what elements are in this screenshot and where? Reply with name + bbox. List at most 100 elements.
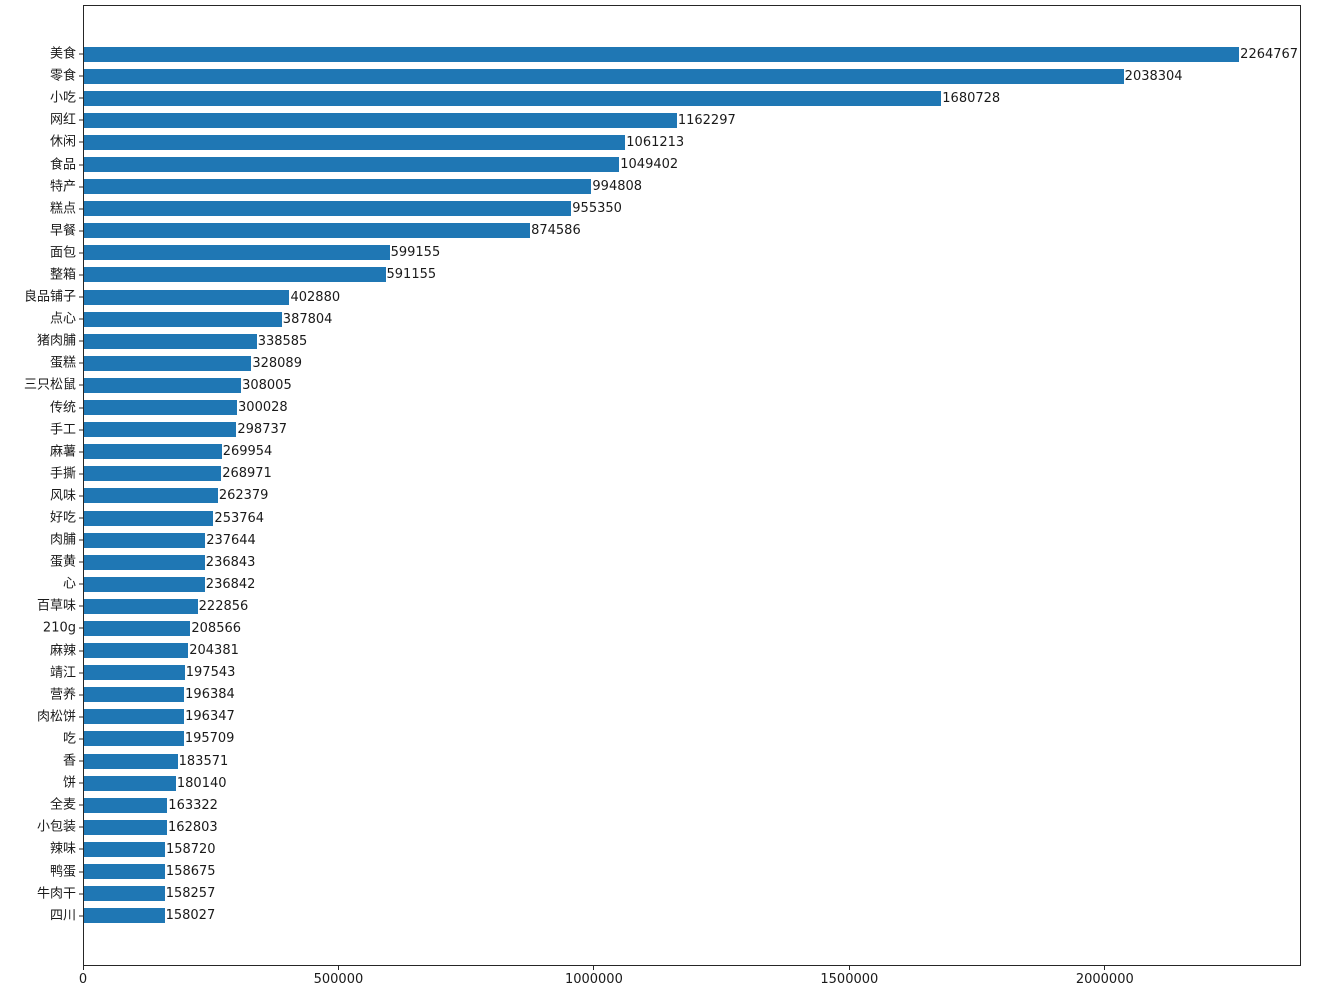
category-label: 点心 <box>49 311 76 327</box>
bar-row: 营养 196384 <box>50 684 1300 706</box>
bar-row: 手撕 268971 <box>50 463 1300 485</box>
y-tick-mark <box>79 826 83 828</box>
bar-row: 靖江 197543 <box>50 662 1300 684</box>
category-label: 靖江 <box>49 665 76 681</box>
value-label: 158720 <box>165 841 216 857</box>
x-tick-label: 1000000 <box>564 972 623 987</box>
category-label: 牛肉干 <box>36 886 76 902</box>
value-label: 222856 <box>198 598 249 614</box>
value-label: 204381 <box>189 643 239 659</box>
bar <box>84 687 185 703</box>
bar <box>84 598 198 614</box>
category-label: 猪肉脯 <box>36 333 76 349</box>
bar-row: 四川 158027 <box>50 905 1300 927</box>
y-tick-mark <box>79 141 83 143</box>
bar <box>84 400 238 416</box>
y-tick-mark <box>79 605 83 607</box>
bar-row: 特产 994808 <box>50 176 1300 198</box>
bar-row: 吃 195709 <box>63 728 1300 750</box>
bar-row: 小吃 1680728 <box>50 87 1300 109</box>
bar <box>84 665 185 681</box>
y-tick-mark <box>79 627 83 629</box>
category-label: 饼 <box>62 775 76 791</box>
bar <box>84 223 531 239</box>
value-label: 1162297 <box>677 112 736 128</box>
y-tick-mark <box>79 915 83 917</box>
category-label: 小吃 <box>49 90 76 106</box>
bar-row: 风味 262379 <box>50 485 1300 507</box>
bar <box>84 731 184 747</box>
bar-row: 全麦 163322 <box>50 794 1300 816</box>
value-label: 874586 <box>531 223 581 239</box>
value-label: 158257 <box>165 886 216 902</box>
y-tick-mark <box>79 230 83 232</box>
bar <box>84 864 165 880</box>
bar <box>84 179 592 195</box>
x-tick-label: 1500000 <box>820 972 879 987</box>
category-label: 休闲 <box>49 134 76 150</box>
bar-row: 牛肉干 158257 <box>37 883 1300 905</box>
y-tick-mark <box>79 53 83 55</box>
value-label: 158027 <box>165 908 216 924</box>
category-label: 糕点 <box>49 201 76 217</box>
value-label: 387804 <box>282 311 333 327</box>
value-label: 1049402 <box>620 157 679 173</box>
value-label: 338585 <box>257 333 308 349</box>
bar-row: 猪肉脯 338585 <box>37 330 1300 352</box>
bar <box>84 532 206 548</box>
category-label: 鸭蛋 <box>49 864 76 880</box>
category-label: 蛋黄 <box>49 554 76 570</box>
bar <box>84 488 218 504</box>
bar-row: 早餐 874586 <box>50 220 1300 242</box>
bar-row: 糕点 955350 <box>50 198 1300 220</box>
y-tick-mark <box>79 119 83 121</box>
bar <box>84 775 176 791</box>
x-tick-mark <box>593 966 595 970</box>
bar <box>84 355 252 371</box>
bar <box>84 157 620 173</box>
bar-row: 零食 2038304 <box>50 65 1300 87</box>
x-tick-mark <box>337 966 339 970</box>
y-tick-mark <box>79 208 83 210</box>
bar-row: 良品铺子 402880 <box>24 286 1300 308</box>
category-label: 辣味 <box>49 841 76 857</box>
y-tick-mark <box>79 75 83 77</box>
bar-row: 食品 1049402 <box>50 153 1300 175</box>
category-label: 全麦 <box>49 797 76 813</box>
y-tick-mark <box>79 384 83 386</box>
y-tick-mark <box>79 716 83 718</box>
bar-row: 210g 208566 <box>43 617 1300 639</box>
y-tick-mark <box>79 97 83 99</box>
category-label: 肉松饼 <box>36 709 76 725</box>
value-label: 955350 <box>572 201 622 217</box>
bar-row: 手工 298737 <box>50 419 1300 441</box>
y-tick-mark <box>79 429 83 431</box>
category-label: 零食 <box>49 68 76 84</box>
bar <box>84 377 242 393</box>
bar <box>84 643 189 659</box>
bar <box>84 333 257 349</box>
value-label: 298737 <box>237 422 288 438</box>
y-tick-mark <box>79 871 83 873</box>
category-label: 手撕 <box>49 466 76 482</box>
value-label: 262379 <box>218 488 269 504</box>
y-tick-mark <box>79 164 83 166</box>
y-tick-mark <box>79 848 83 850</box>
value-label: 994808 <box>592 179 643 195</box>
bar <box>84 510 214 526</box>
y-tick-mark <box>79 672 83 674</box>
value-label: 162803 <box>168 819 218 835</box>
value-label: 253764 <box>214 510 265 526</box>
category-label: 早餐 <box>49 223 76 239</box>
value-label: 237644 <box>206 532 256 548</box>
category-label: 三只松鼠 <box>23 377 76 393</box>
category-label: 营养 <box>49 687 76 703</box>
value-label: 328089 <box>252 355 302 371</box>
bar-row: 休闲 1061213 <box>50 131 1300 153</box>
category-label: 麻薯 <box>49 444 76 460</box>
y-tick-mark <box>79 473 83 475</box>
value-label: 196347 <box>185 709 235 725</box>
value-label: 2038304 <box>1124 68 1183 84</box>
y-tick-mark <box>79 517 83 519</box>
category-label: 良品铺子 <box>23 289 76 305</box>
